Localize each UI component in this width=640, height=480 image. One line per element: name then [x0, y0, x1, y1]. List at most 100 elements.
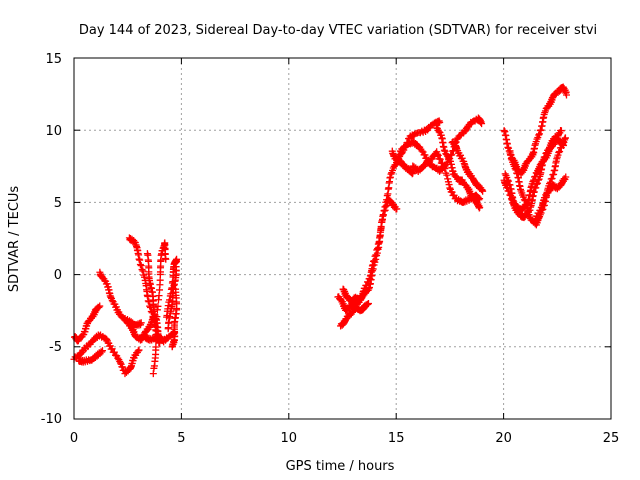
plot-frame	[73, 57, 612, 420]
data-point	[370, 257, 378, 265]
data-points	[70, 83, 570, 378]
data-point	[172, 263, 180, 271]
data-point	[561, 134, 569, 142]
data-point	[136, 256, 144, 264]
data-point	[434, 151, 442, 159]
data-point	[440, 146, 448, 154]
data-point	[361, 284, 369, 292]
data-point	[172, 285, 180, 293]
series-arc-8	[143, 250, 164, 343]
y-axis: -10 -5 0 5 10 15	[41, 52, 62, 427]
data-point	[152, 343, 160, 351]
x-tick-label: 20	[495, 431, 512, 446]
y-tick-label: 15	[45, 52, 62, 67]
y-tick-label: 0	[54, 268, 62, 283]
x-tick-label: 10	[281, 431, 298, 446]
data-point	[173, 255, 181, 263]
y-tick-label: 5	[54, 196, 62, 211]
data-point	[562, 91, 570, 99]
data-point	[382, 202, 390, 210]
data-point	[146, 302, 154, 310]
data-point	[145, 298, 153, 306]
series-arc-16	[388, 147, 417, 178]
data-point	[138, 266, 146, 274]
data-point	[557, 144, 565, 152]
y-tick-label: 10	[45, 124, 62, 139]
series-arc-15	[339, 285, 372, 315]
data-point	[135, 346, 143, 354]
data-point	[103, 335, 111, 343]
data-point	[418, 147, 426, 155]
data-point	[383, 201, 391, 209]
x-tick-label: 15	[388, 431, 405, 446]
data-point	[379, 211, 387, 219]
data-point	[555, 148, 563, 156]
data-point	[537, 159, 545, 167]
series-arc-12	[168, 285, 181, 351]
series-arc-24	[531, 173, 570, 223]
series-arc-9	[141, 328, 179, 346]
data-point	[562, 173, 570, 181]
series-arc-2	[71, 302, 104, 345]
data-point	[421, 151, 429, 159]
data-point	[529, 178, 537, 186]
x-tick-label: 25	[603, 431, 620, 446]
data-point	[119, 363, 127, 371]
data-point	[436, 155, 444, 163]
data-point	[364, 300, 372, 308]
data-point	[98, 273, 106, 281]
data-point	[478, 120, 486, 128]
y-tick-label: -10	[41, 412, 62, 427]
data-point	[162, 255, 170, 263]
series-arc-25	[501, 126, 565, 214]
grid	[74, 58, 611, 419]
data-point	[504, 176, 512, 184]
data-point	[439, 159, 447, 167]
data-point	[364, 300, 372, 308]
series-arc-14	[337, 195, 401, 330]
data-point	[98, 348, 106, 356]
data-point	[443, 171, 451, 179]
series-arc-1	[70, 331, 143, 378]
data-point	[531, 172, 539, 180]
x-axis: 0 5 10 15 20 25	[70, 431, 619, 446]
series-arc-19	[433, 124, 484, 212]
y-tick-label: -5	[49, 340, 62, 355]
data-point	[556, 147, 564, 155]
data-point	[557, 127, 565, 135]
data-point	[535, 131, 543, 139]
data-point	[373, 246, 381, 254]
data-point	[374, 245, 382, 253]
data-point	[364, 278, 372, 286]
data-point	[500, 127, 508, 135]
data-point	[530, 176, 538, 184]
data-point	[379, 212, 387, 220]
data-point	[110, 348, 118, 356]
data-point	[84, 318, 92, 326]
series-arc-21	[500, 83, 570, 178]
data-point	[137, 262, 145, 270]
data-point	[536, 130, 544, 138]
data-point	[99, 347, 106, 355]
data-point	[433, 150, 441, 158]
data-point	[371, 252, 379, 260]
data-point	[505, 177, 513, 185]
data-point	[372, 251, 380, 259]
data-point	[107, 293, 115, 301]
data-point	[479, 187, 487, 195]
data-point	[436, 118, 444, 126]
data-point	[137, 319, 145, 327]
x-tick-label: 0	[70, 431, 78, 446]
data-point	[393, 205, 401, 213]
data-point	[446, 184, 454, 192]
data-point	[95, 304, 103, 312]
data-point	[116, 359, 124, 367]
data-point	[560, 175, 568, 183]
series-arc-11	[164, 263, 180, 333]
data-point	[501, 170, 509, 178]
data-point	[381, 206, 389, 214]
x-tick-label: 5	[177, 431, 185, 446]
data-point	[512, 166, 520, 174]
data-point	[139, 267, 147, 275]
